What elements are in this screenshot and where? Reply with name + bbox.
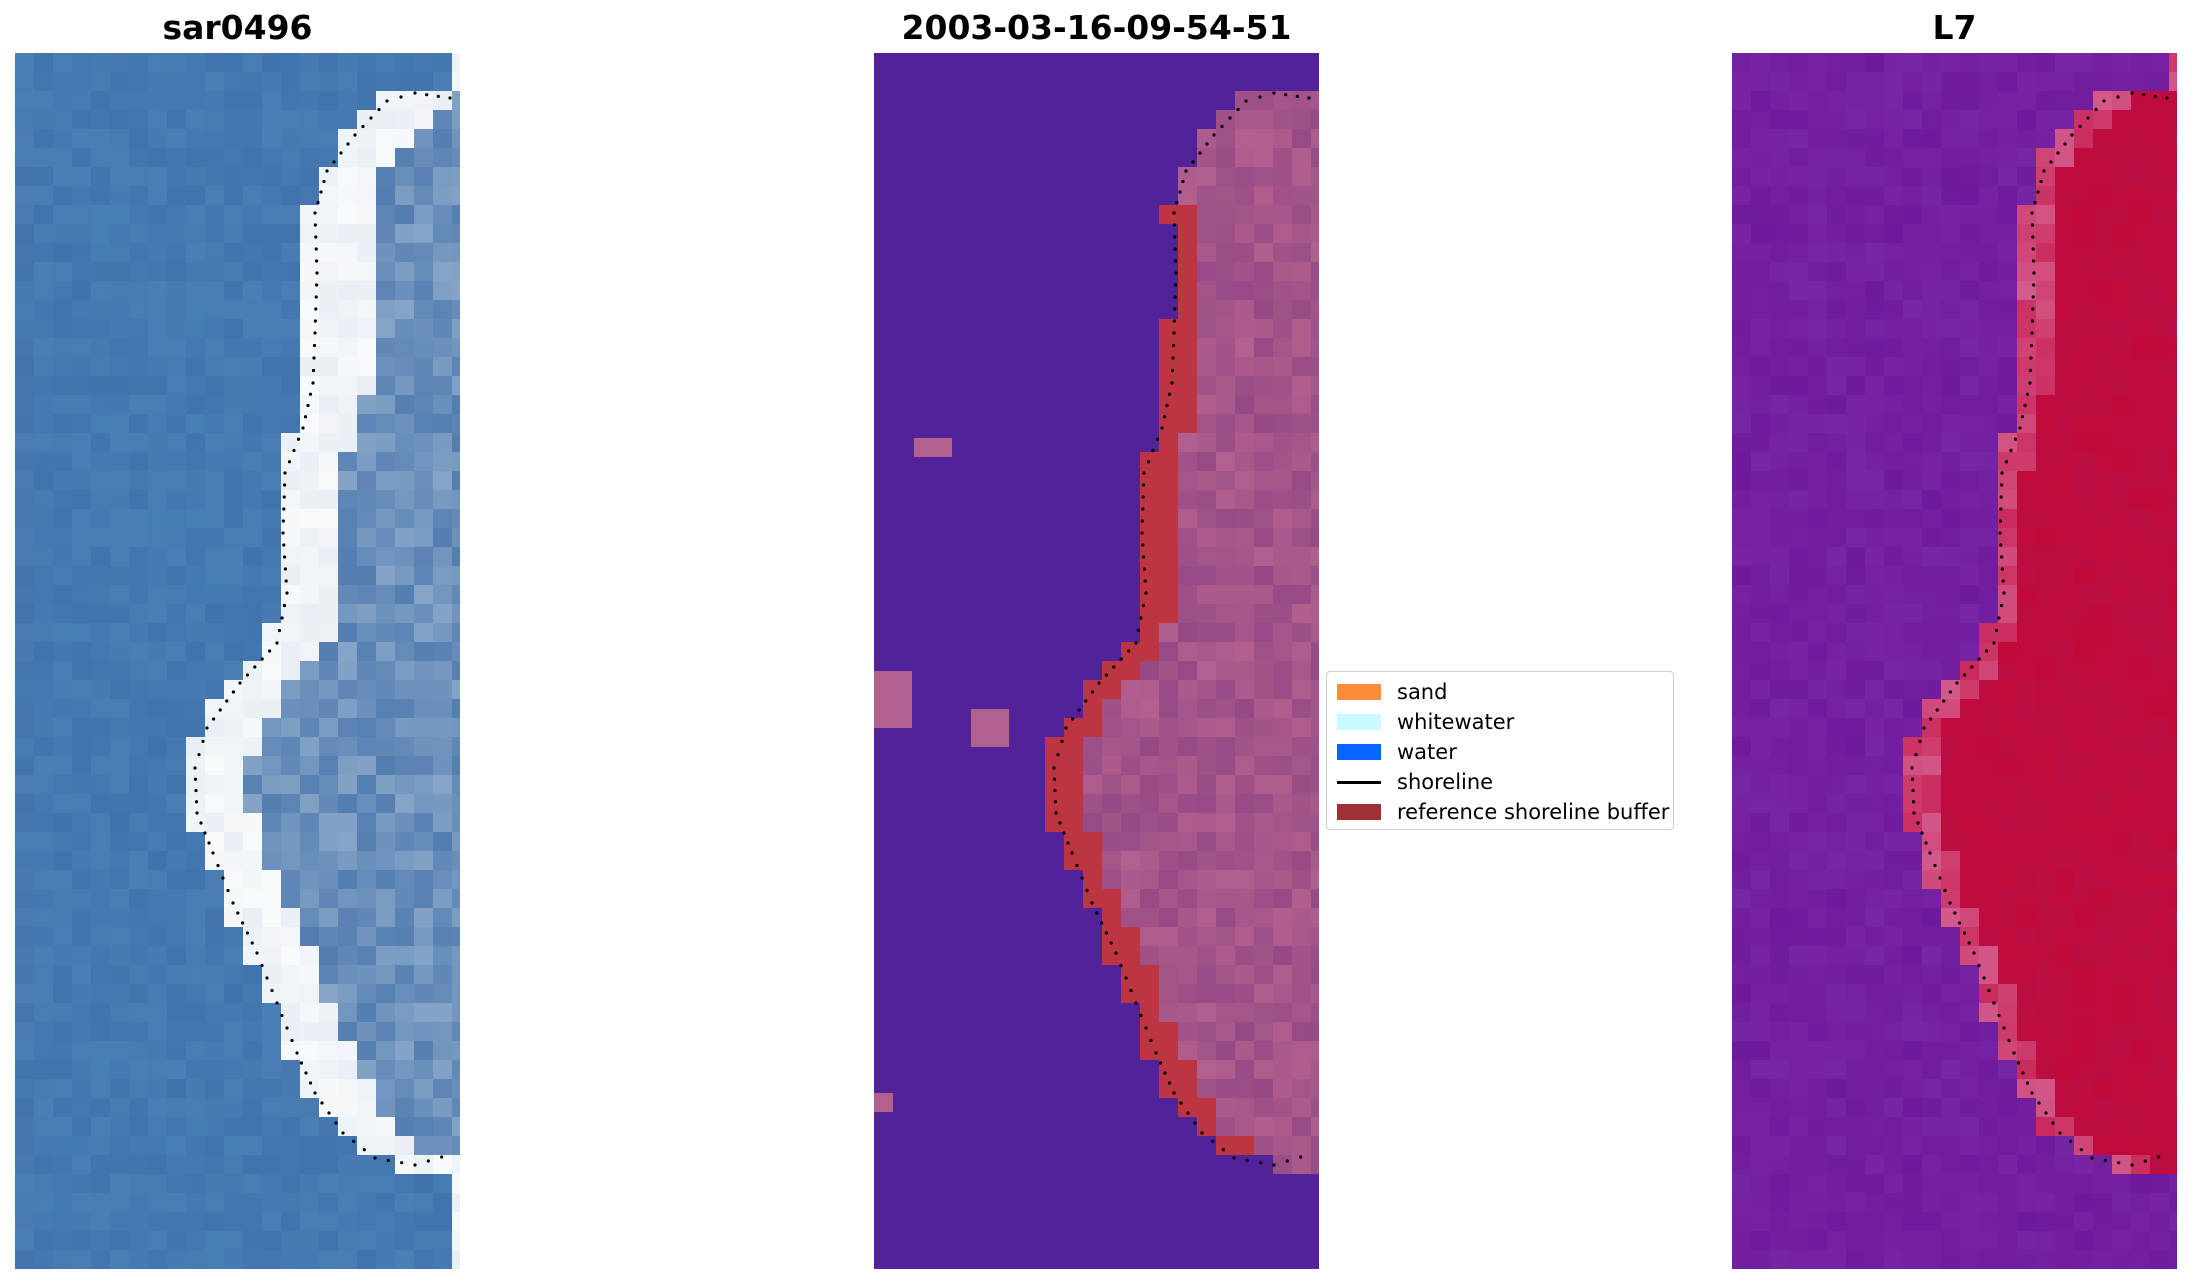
reference-buffer-swatch <box>1337 804 1381 820</box>
shoreline-line-swatch <box>1337 780 1381 784</box>
shoreline-dotted-line <box>1052 91 1311 1167</box>
legend-label-reference-buffer: reference shoreline buffer <box>1397 800 1670 824</box>
whitewater-swatch <box>1337 714 1381 730</box>
shoreline-dotted-line <box>193 91 452 1167</box>
legend: sand whitewater water shoreline referenc… <box>1326 671 1674 830</box>
index-image <box>1732 53 2177 1269</box>
legend-item-whitewater: whitewater <box>1337 708 1514 736</box>
legend-item-sand: sand <box>1337 678 1447 706</box>
water-swatch <box>1337 744 1381 760</box>
panel-title-rgb: sar0496 <box>162 8 313 47</box>
legend-label-water: water <box>1397 740 1457 764</box>
legend-item-water: water <box>1337 738 1457 766</box>
sand-swatch <box>1337 684 1381 700</box>
panel-title-classified: 2003-03-16-09-54-51 <box>901 8 1292 47</box>
panel-title-index: L7 <box>1932 8 1977 47</box>
legend-item-shoreline: shoreline <box>1337 768 1493 796</box>
legend-label-sand: sand <box>1397 680 1448 704</box>
shoreline-dotted-line <box>1910 91 2169 1167</box>
rgb-satellite-image <box>15 53 460 1269</box>
legend-label-shoreline: shoreline <box>1397 770 1494 794</box>
legend-item-reference-buffer: reference shoreline buffer <box>1337 798 1669 826</box>
classified-image <box>874 53 1319 1269</box>
legend-label-whitewater: whitewater <box>1397 710 1515 734</box>
